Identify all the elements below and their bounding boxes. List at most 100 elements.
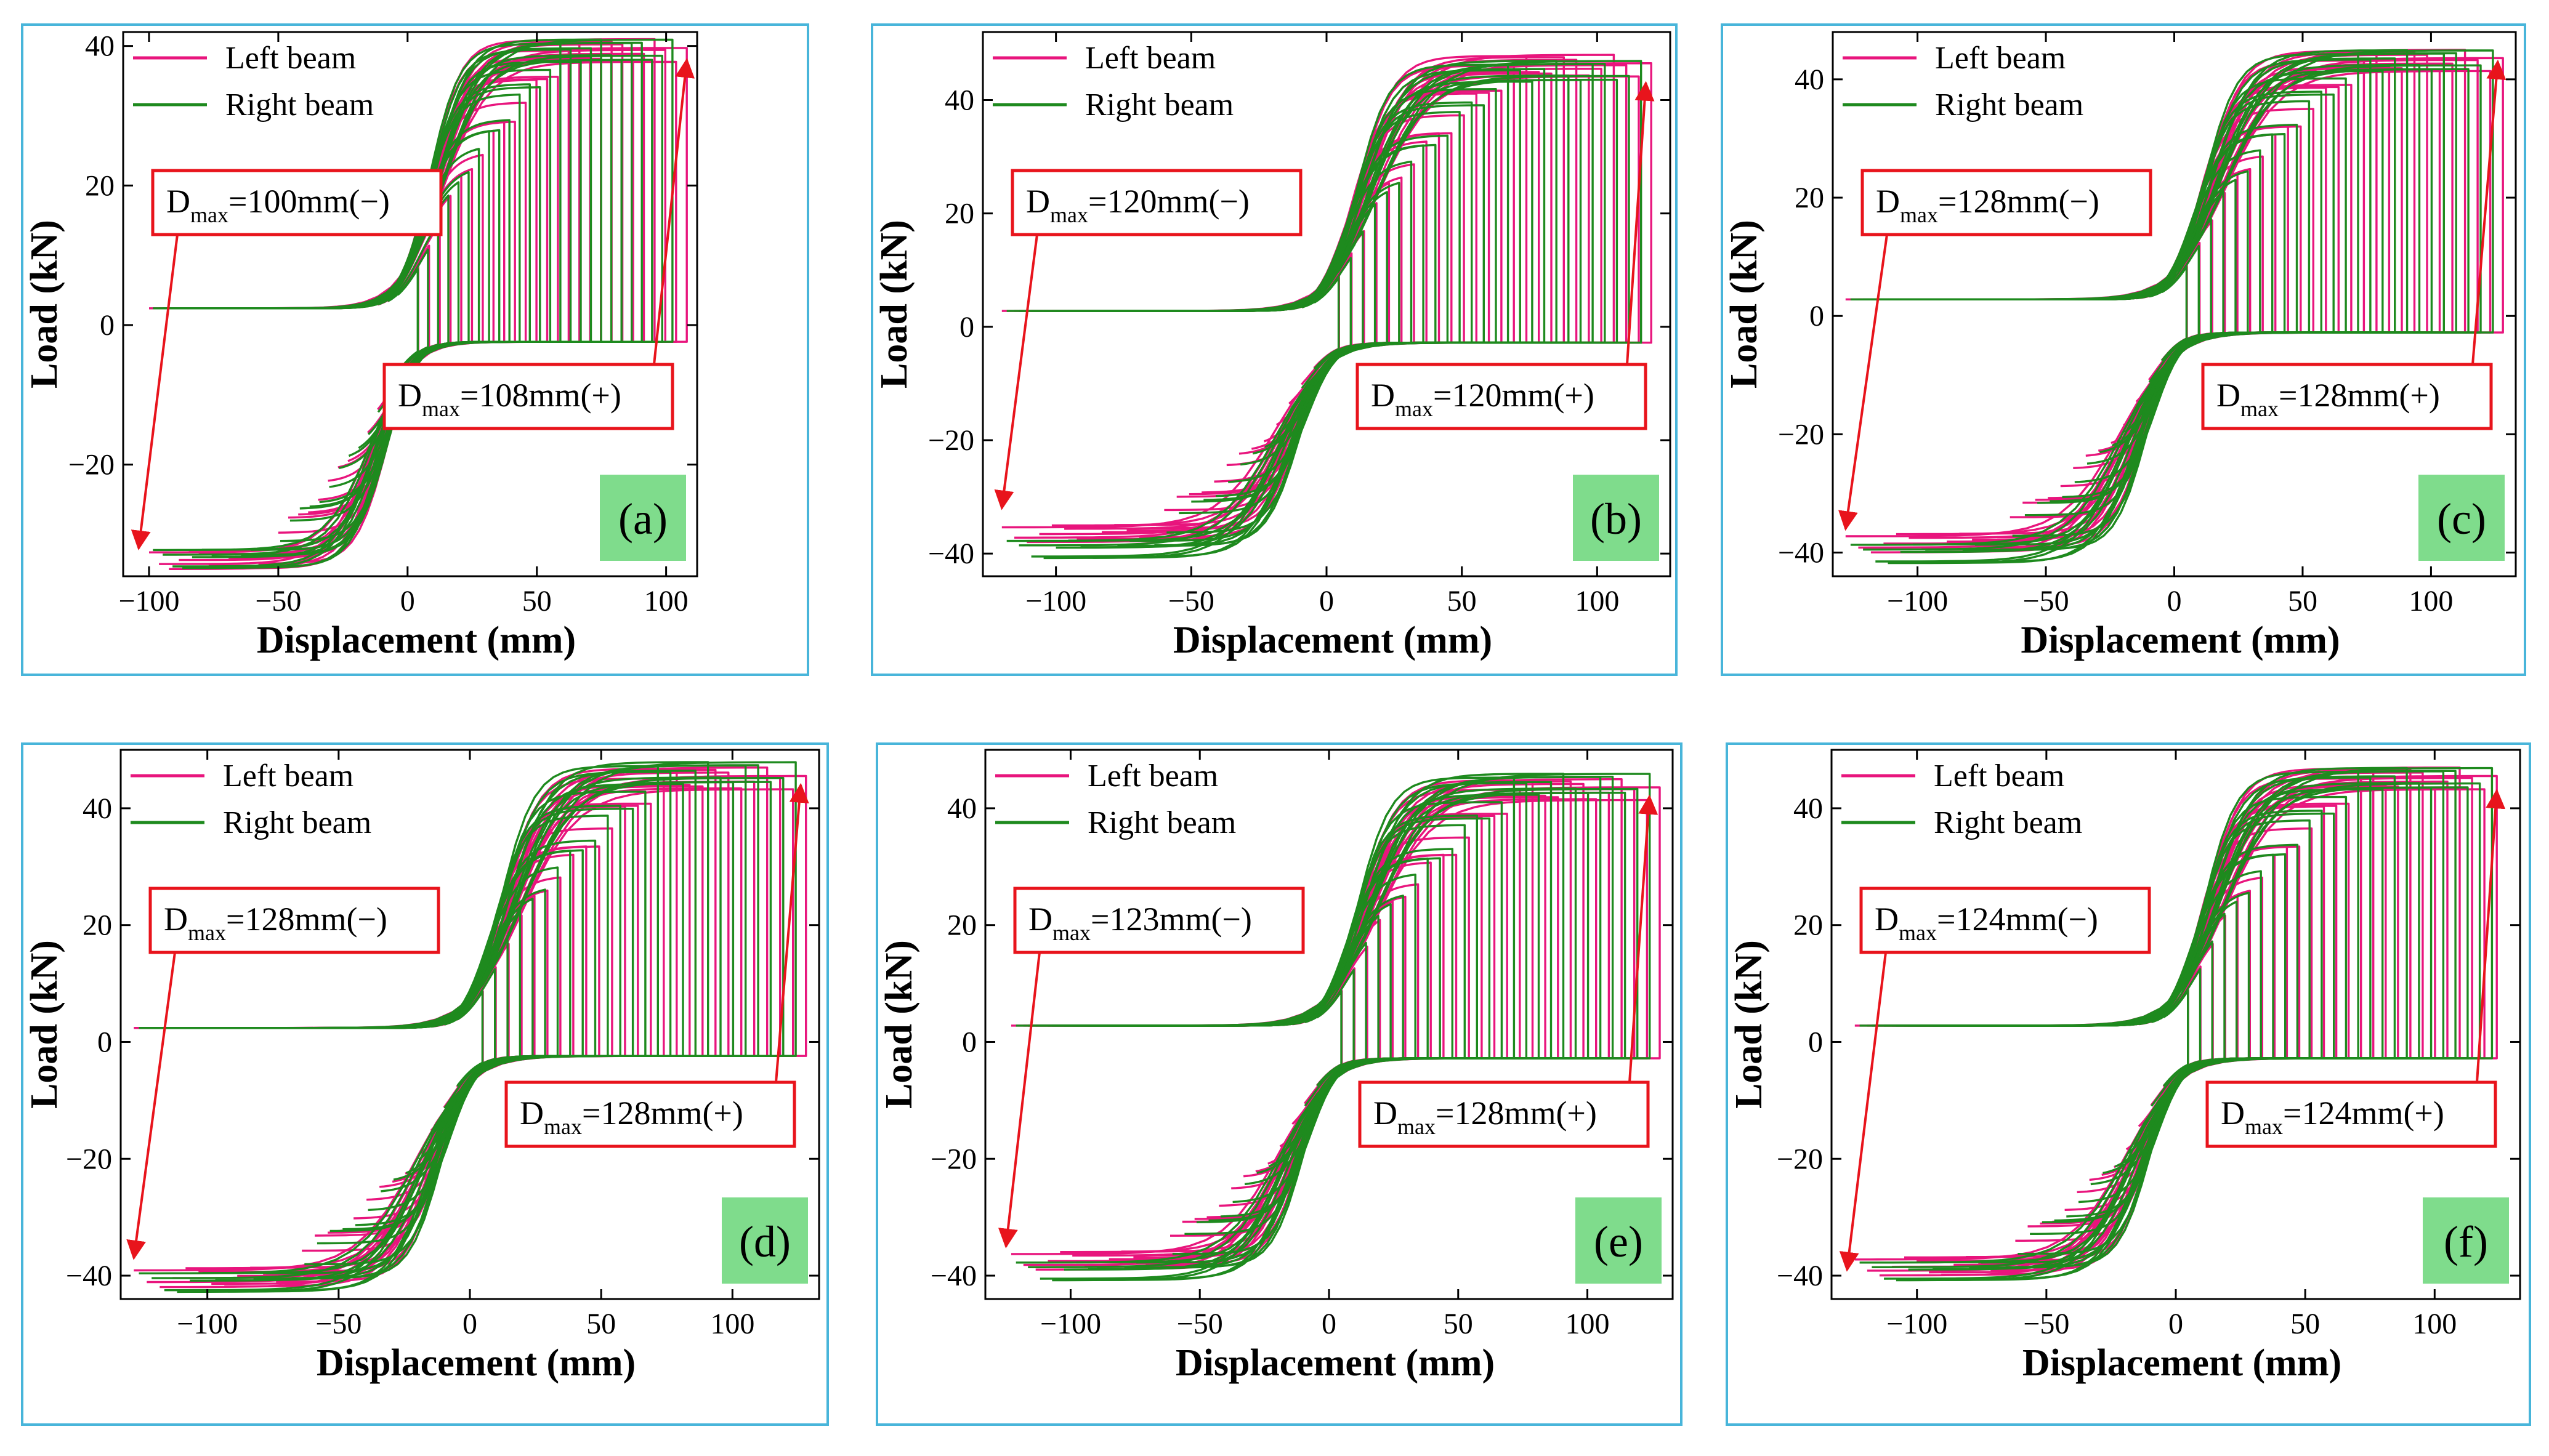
annotation-neg: Dmax=124mm(−) (1839, 887, 2151, 1272)
annotation-prefix: D (398, 377, 422, 414)
panel-tag: (c) (2418, 475, 2505, 561)
legend: Left beam Right beam (1843, 41, 2083, 123)
annotation-subscript: max (2240, 396, 2279, 421)
hysteresis-loop (443, 968, 496, 1109)
x-tick-label: 50 (522, 585, 552, 617)
panel-border (1721, 23, 2526, 676)
panel-tag-label: (b) (1590, 494, 1642, 544)
hysteresis-loop (139, 761, 797, 1274)
x-tick-label: −50 (315, 1308, 362, 1340)
annotation-label: Dmax=124mm(−) (1875, 901, 2098, 945)
legend-label-left-beam: Left beam (1935, 41, 2066, 76)
annotation-value: =128mm(+) (2279, 377, 2440, 414)
x-tick-label: 100 (2412, 1308, 2457, 1340)
annotation-box (2205, 1080, 2497, 1148)
x-tick-label: 50 (2288, 585, 2317, 617)
x-axis-title: Displacement (mm) (317, 1342, 636, 1384)
x-tick-label: 50 (2290, 1308, 2320, 1340)
panel-tag: (b) (1573, 475, 1659, 561)
annotation-subscript: max (2245, 1114, 2283, 1139)
panel-a: −100 −50 0 50 100 −20 0 20 40 Displacement (mm) Lo… (21, 23, 809, 676)
annotation-neg: Dmax=123mm(−) (998, 887, 1305, 1249)
legend: Left beam Right beam (1841, 758, 2082, 840)
y-tick-label: −20 (68, 449, 115, 481)
y-tick-label: 0 (97, 1026, 112, 1058)
y-tick-label: 40 (1795, 63, 1824, 96)
annotation-label: Dmax=100mm(−) (166, 183, 390, 227)
y-tick-label: −20 (1777, 1143, 1823, 1175)
annotation-value: =124mm(−) (1937, 901, 2098, 938)
x-tick-label: −100 (1040, 1308, 1101, 1340)
series-right-beam (1016, 773, 1651, 1282)
panel-tag: (d) (722, 1197, 808, 1284)
y-tick-label: 20 (85, 169, 115, 202)
panel-tag: (f) (2423, 1197, 2509, 1284)
annotation-prefix: D (1875, 901, 1899, 938)
annotation-box (1860, 169, 2152, 236)
y-tick-label: −40 (928, 537, 974, 570)
annotation-box (148, 887, 440, 954)
y-tick-label: 20 (1795, 182, 1824, 214)
hysteresis-loop (1006, 60, 1642, 542)
y-tick-label: 40 (83, 792, 112, 825)
x-tick-label: −100 (1886, 1308, 1947, 1340)
x-tick-label: 100 (1575, 585, 1619, 617)
annotation-subscript: max (422, 396, 460, 421)
panel-tag-label: (f) (2444, 1217, 2488, 1266)
annotation-box (2201, 363, 2493, 430)
annotation-pos: Dmax=128mm(+) (2201, 59, 2507, 430)
annotation-box (382, 363, 674, 430)
x-tick-label: 0 (463, 1308, 477, 1340)
x-tick-label: −100 (1025, 585, 1086, 617)
annotation-value: =108mm(+) (460, 377, 621, 414)
annotation-subscript: max (1397, 1114, 1436, 1139)
x-tick-label: 100 (710, 1308, 754, 1340)
annotation-arrow (775, 782, 809, 1083)
panel-border (21, 23, 809, 676)
annotation-subscript: max (1050, 203, 1088, 227)
panel-tag-label: (a) (618, 494, 668, 544)
annotation-value: =128mm(−) (1938, 183, 2099, 220)
y-axis-title: Load (kN) (1728, 940, 1770, 1109)
annotation-value: =124mm(+) (2283, 1095, 2444, 1132)
x-tick-label: 100 (2409, 585, 2453, 617)
x-axis-title: Displacement (mm) (1176, 1342, 1495, 1384)
x-tick-label: −50 (255, 585, 301, 617)
y-tick-label: 40 (947, 792, 977, 825)
curves (149, 38, 688, 570)
annotation-box (1011, 169, 1303, 236)
annotation-value: =120mm(+) (1433, 377, 1594, 414)
x-tick-label: −100 (177, 1308, 238, 1340)
annotation-subscript: max (1899, 920, 1937, 945)
annotation-value: =128mm(+) (1436, 1095, 1597, 1132)
annotation-arrow (1628, 794, 1658, 1083)
annotation-arrow (2476, 789, 2506, 1083)
annotation-subscript: max (1900, 203, 1938, 227)
x-tick-label: −50 (2023, 585, 2069, 617)
panel-tag-bg (1573, 475, 1659, 561)
y-tick-label: 20 (947, 909, 977, 942)
y-tick-label: 40 (945, 84, 974, 117)
y-tick-label: −20 (1778, 418, 1824, 451)
annotation-value: =128mm(+) (582, 1095, 743, 1132)
x-axis-title: Displacement (mm) (257, 619, 576, 661)
annotation-subscript: max (1395, 396, 1433, 421)
annotation-box (1013, 887, 1305, 954)
y-tick-label: −40 (931, 1260, 977, 1292)
x-axis-title: Displacement (mm) (2021, 619, 2340, 661)
annotation-prefix: D (2216, 377, 2240, 414)
annotation-prefix: D (166, 183, 190, 220)
y-tick-label: 20 (1793, 909, 1823, 942)
annotation-pos: Dmax=128mm(+) (504, 782, 809, 1148)
annotation-value: =100mm(−) (228, 183, 390, 220)
annotation-label: Dmax=123mm(−) (1028, 901, 1252, 945)
x-tick-label: −100 (118, 585, 179, 617)
x-tick-label: 0 (2168, 1308, 2183, 1340)
panel-tag-bg (2423, 1197, 2509, 1284)
annotation-subscript: max (190, 203, 228, 227)
panel-tag: (a) (600, 475, 686, 561)
panel-f: −100 −50 0 50 100 −40 −20 0 20 40 Displacement (mm… (1726, 742, 2531, 1426)
annotation-neg: Dmax=128mm(−) (1838, 169, 2152, 531)
x-axis-title: Displacement (mm) (1173, 619, 1492, 661)
series-right-beam (139, 761, 797, 1293)
